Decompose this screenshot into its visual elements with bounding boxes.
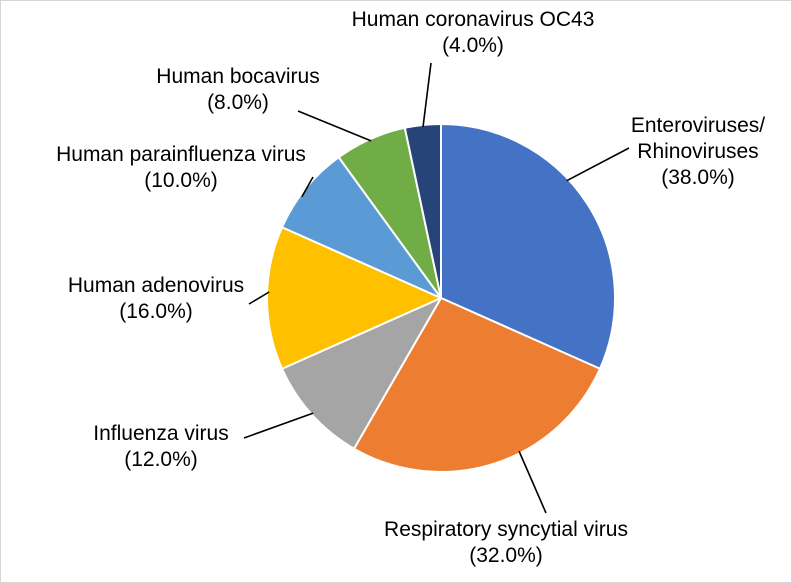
leader-line-human-bocavirus (297, 110, 372, 142)
pie-slice-respiratory-syncytial-virus (353, 297, 601, 473)
leader-line-influenza-virus (243, 412, 314, 439)
leader-line-human-parainfluenza-virus (301, 176, 314, 198)
leader-line-respiratory-syncytial-virus (518, 450, 547, 514)
leader-line-human-adenovirus (248, 291, 270, 305)
pie-slice-enteroviruses-rhinoviruses (440, 123, 616, 370)
leader-line-human-coronavirus-oc43 (422, 62, 432, 128)
leader-line-enteroviruses-rhinoviruses (566, 147, 630, 182)
pie-slice-human-adenovirus (265, 226, 442, 370)
